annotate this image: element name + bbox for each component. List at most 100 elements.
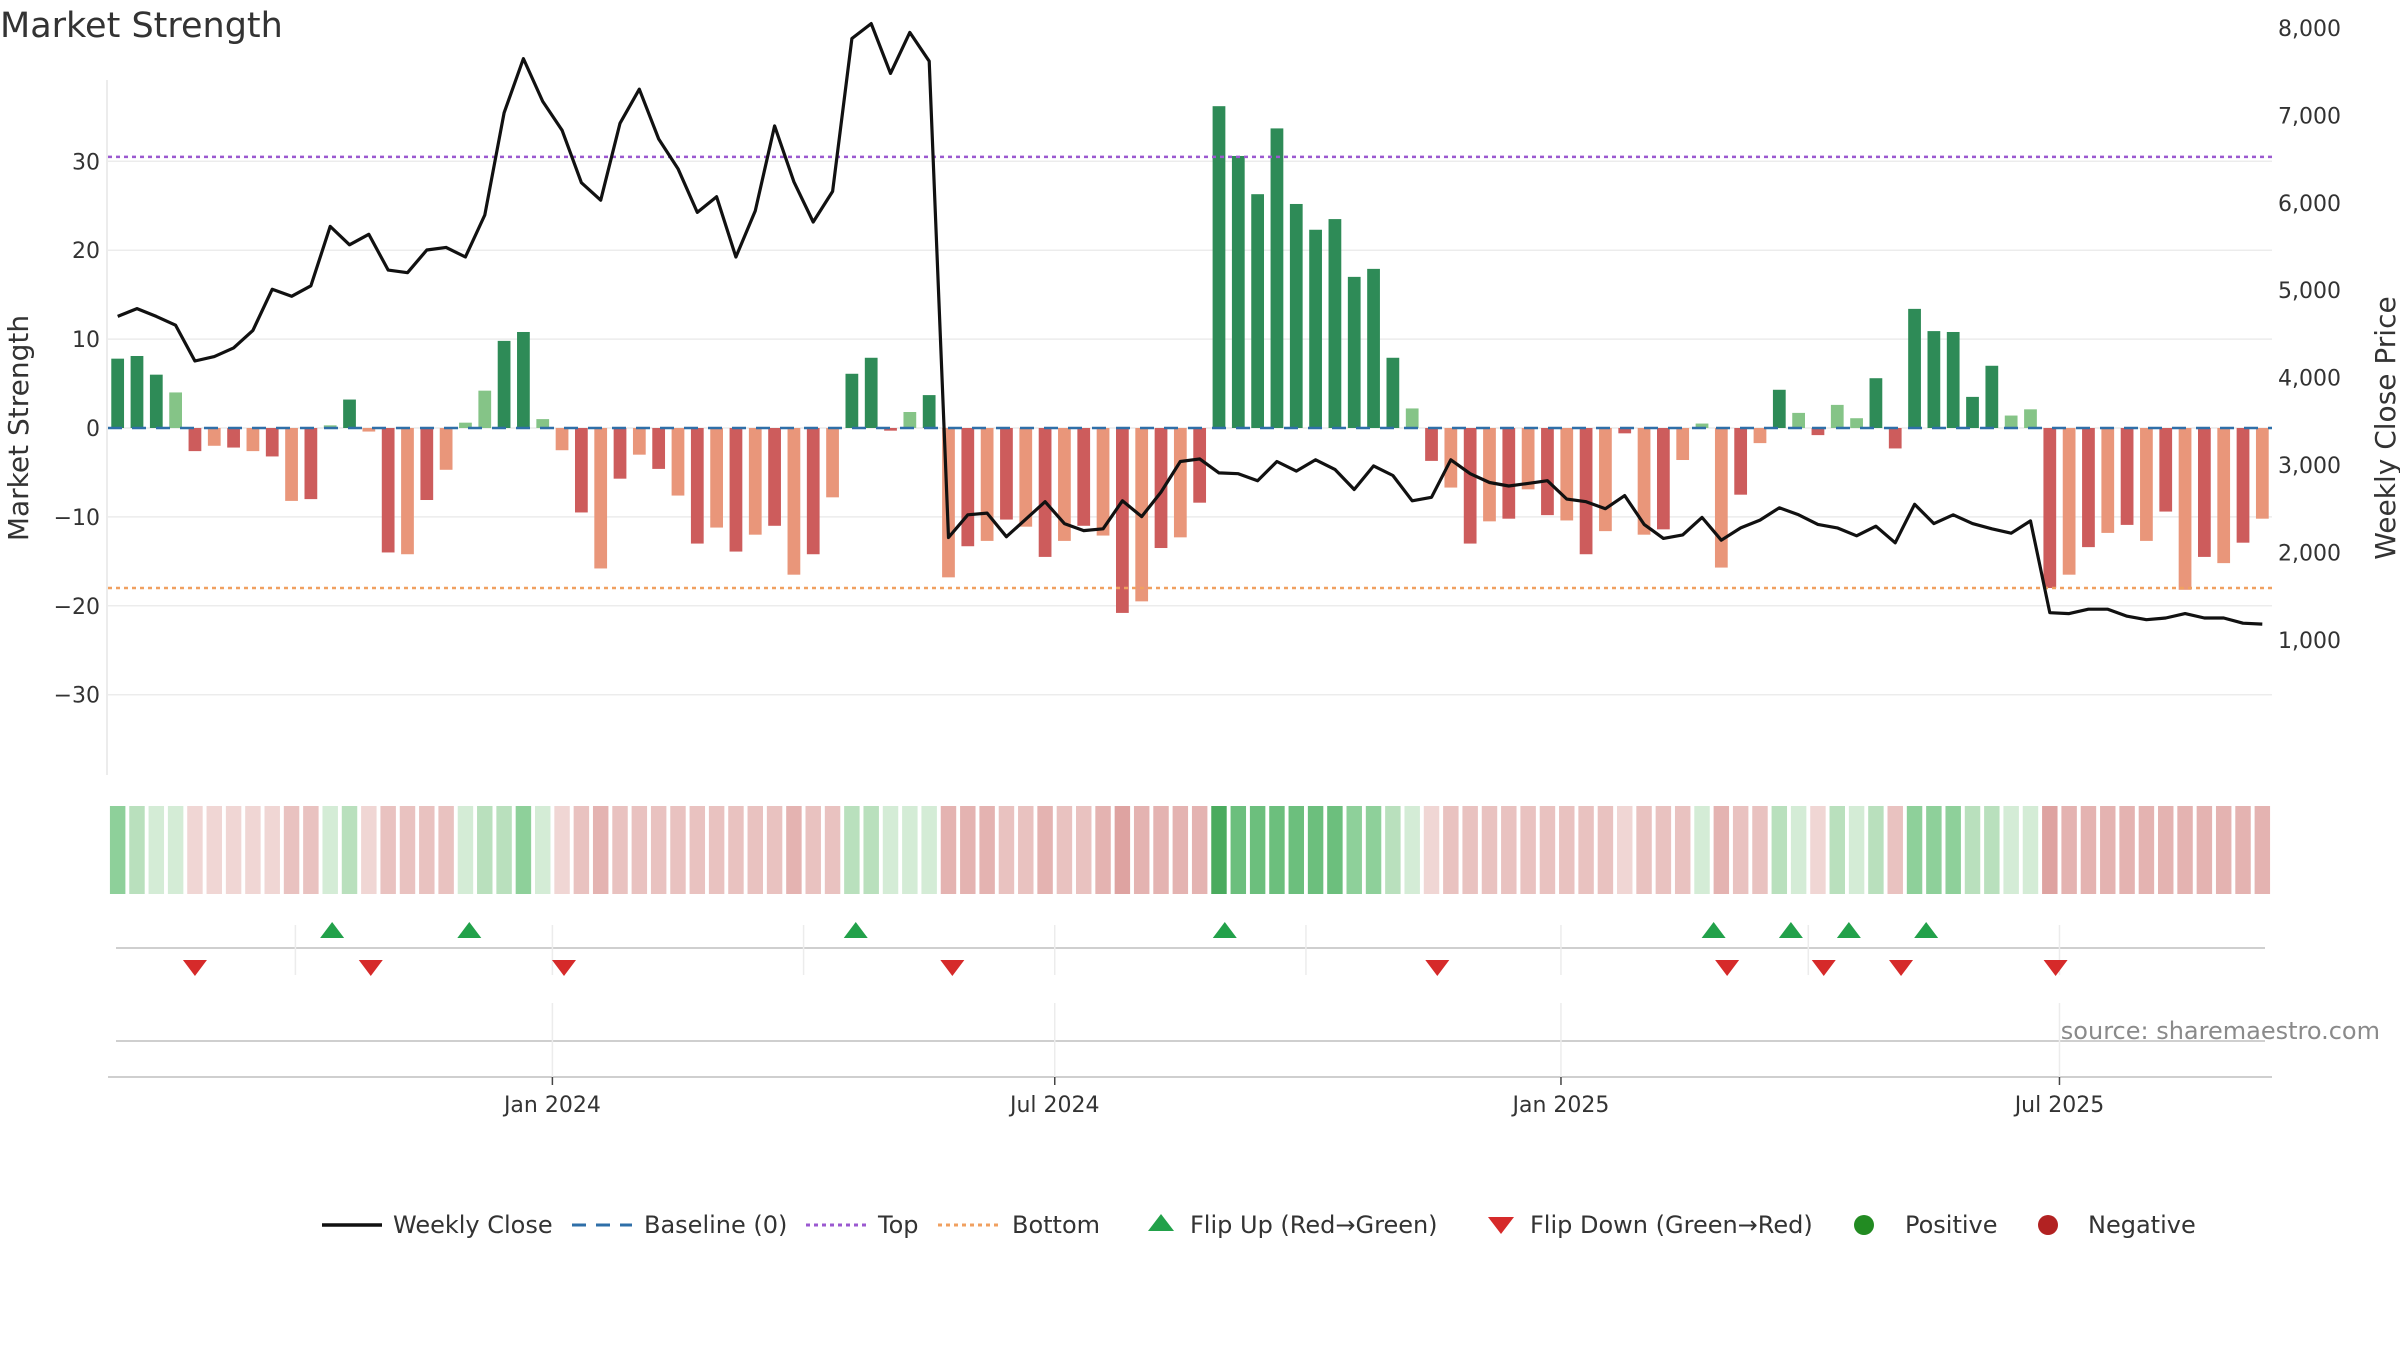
heat-strip-cell	[1810, 806, 1826, 894]
strength-bar	[227, 428, 240, 448]
strength-bar	[1154, 428, 1168, 549]
heat-strip-cell	[979, 806, 995, 894]
strength-bar	[1000, 428, 1013, 520]
heat-strip-cell	[728, 806, 744, 894]
strength-bar	[806, 428, 820, 555]
flip-up-marker	[1836, 922, 1861, 938]
strength-bar	[1714, 428, 1728, 568]
strength-bar	[1289, 203, 1303, 428]
heat-strip-cell	[264, 806, 280, 894]
heat-strip-cell	[148, 806, 165, 894]
strength-bar	[1019, 428, 1033, 527]
strength-bar	[362, 428, 376, 432]
heat-strip-cell	[1926, 806, 1942, 894]
y-right-tick-label: 2,000	[2278, 541, 2341, 566]
legend-label: Negative	[2088, 1211, 2196, 1239]
heat-strip-cell	[225, 806, 242, 894]
flip-up-marker	[1212, 922, 1237, 938]
strength-bar	[1579, 428, 1593, 555]
strength-bar	[1463, 428, 1477, 544]
y-right-tick-label: 7,000	[2278, 104, 2341, 129]
flip-down-marker	[551, 960, 576, 976]
strength-bar	[1251, 194, 1265, 428]
heat-strip-cell	[1945, 806, 1961, 894]
heat-strip-cell	[1984, 806, 2000, 894]
strength-bar	[1946, 331, 1960, 428]
heat-strip-cell	[1327, 806, 1343, 894]
heat-strip-cell	[592, 806, 609, 894]
strength-bar	[2255, 428, 2269, 519]
heat-strip-cell	[1230, 806, 1247, 894]
strength-bar	[1560, 428, 1574, 521]
heat-strip-cell	[1868, 806, 1884, 894]
heat-strip-cell	[1597, 806, 1614, 894]
y-left-axis-label: Market Strength	[2, 315, 35, 541]
strength-bar	[1193, 428, 1207, 503]
heat-strip-cell	[457, 806, 474, 894]
strength-bar	[1985, 365, 1999, 428]
heat-strip-cell	[1732, 806, 1749, 894]
strength-bar	[1695, 423, 1709, 428]
heat-strip-cell	[283, 806, 300, 894]
strength-bar	[2217, 428, 2231, 564]
heat-strip-cell	[2138, 806, 2155, 894]
strength-bar	[1830, 404, 1844, 428]
strength-bar	[188, 428, 202, 452]
strength-bar	[671, 428, 685, 496]
heat-strip-cell	[1307, 806, 1324, 894]
heat-strip-cell	[612, 806, 628, 894]
y-left-tick-label: 0	[86, 417, 100, 442]
heat-strip-cell	[1133, 806, 1150, 894]
y-left-tick-label: −30	[54, 684, 100, 709]
strength-bar	[1483, 428, 1496, 522]
strength-bar	[1850, 418, 1863, 428]
heat-strip-cell	[1443, 806, 1459, 894]
y-right-tick-label: 4,000	[2278, 367, 2341, 392]
heat-strip-cell	[1018, 806, 1034, 894]
heat-strip-cell	[844, 806, 860, 894]
strength-bar	[1115, 428, 1129, 613]
flip-up-marker	[1778, 922, 1803, 938]
heat-strip-cell	[245, 806, 261, 894]
y-right-tick-label: 1,000	[2278, 629, 2341, 654]
strength-bar	[748, 428, 762, 535]
y-left-tick-label: 30	[72, 150, 100, 175]
strength-bar	[1231, 155, 1245, 428]
strength-bar	[690, 428, 704, 544]
heat-strip-cell	[1559, 806, 1575, 894]
strength-bar	[1386, 357, 1400, 428]
heat-strip-cell	[1752, 806, 1768, 894]
strength-bar	[1927, 331, 1941, 428]
strength-bar	[826, 428, 839, 498]
x-tick-label: Jul 2024	[1008, 1093, 1100, 1118]
heat-strip-cell	[1249, 806, 1266, 894]
strength-bar	[536, 419, 550, 428]
y-left-tick-label: −20	[54, 595, 100, 620]
strength-bar	[1792, 412, 1806, 428]
heat-strip-cell	[689, 806, 706, 894]
strength-bar	[980, 428, 994, 541]
heat-strip-cell	[1848, 806, 1865, 894]
strength-bar	[381, 428, 395, 553]
strength-bar	[613, 428, 627, 479]
heat-strip-cell	[805, 806, 821, 894]
heat-strip-cell	[129, 806, 145, 894]
heat-strip-cell	[1906, 806, 1923, 894]
heat-strip-cell	[1423, 806, 1440, 894]
flip-up-marker	[457, 922, 482, 938]
strength-bar	[1656, 428, 1670, 530]
heat-strip-cell	[1114, 806, 1131, 894]
strength-bar	[1599, 428, 1612, 532]
heat-strip-cell	[1481, 806, 1498, 894]
heat-strip-cell	[167, 806, 184, 894]
strength-bar	[1270, 128, 1284, 429]
heat-strip-cell	[1191, 806, 1208, 894]
source-text: source: sharemaestro.com	[2061, 1017, 2380, 1045]
strength-bar	[2082, 428, 2095, 548]
strength-bar	[459, 422, 472, 428]
strength-bar	[246, 428, 260, 452]
strength-bar	[1637, 428, 1651, 535]
heat-strip-cell	[631, 806, 648, 894]
flip-down-marker	[182, 960, 207, 976]
